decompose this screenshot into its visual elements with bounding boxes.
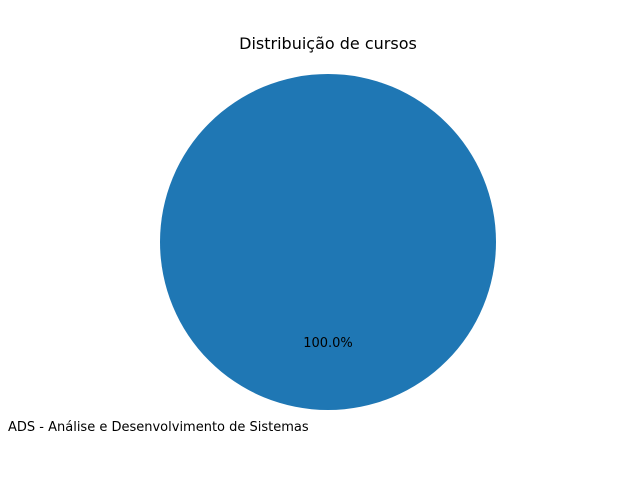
pie-category-label: ADS - Análise e Desenvolvimento de Siste… bbox=[8, 420, 309, 435]
pie-slice bbox=[160, 74, 496, 410]
pie-slices bbox=[160, 74, 496, 410]
pie-percent-label: 100.0% bbox=[303, 336, 353, 351]
pie-labels: 100.0% ADS - Análise e Desenvolvimento de… bbox=[8, 336, 353, 435]
chart-title: Distribuição de cursos bbox=[239, 34, 417, 53]
